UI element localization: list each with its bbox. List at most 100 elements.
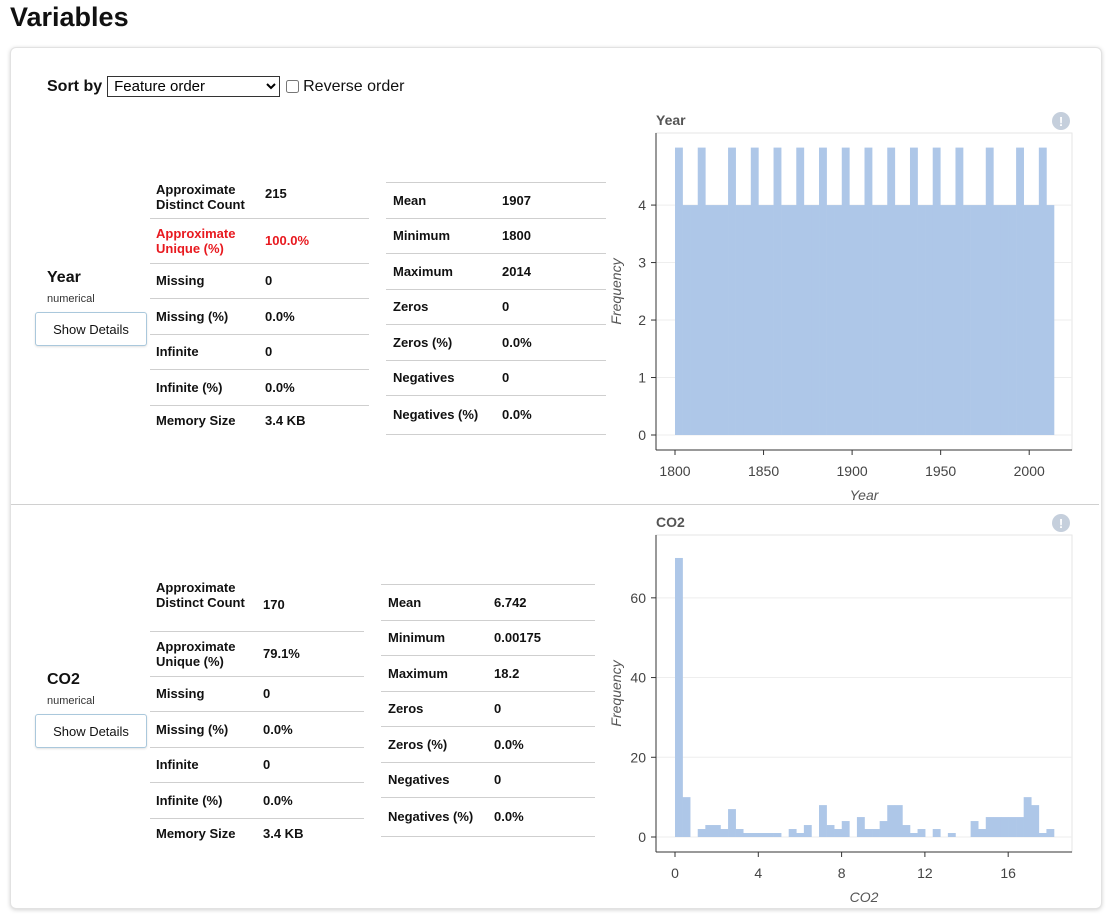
info-icon[interactable]: !: [1052, 514, 1070, 532]
info-icon[interactable]: !: [1052, 112, 1070, 130]
stat-value: 0: [263, 686, 271, 701]
left-stats-table: Approximate Distinct Count 170 Approximate…: [150, 578, 364, 848]
sort-select[interactable]: Feature order: [107, 76, 281, 97]
variable-name: CO2: [47, 671, 80, 688]
histogram-bar: [712, 205, 721, 435]
histogram-bar: [925, 205, 934, 435]
right-stats-table: Mean 6.742 Minimum 0.00175 Maximum 18.2 Zeros 0…: [381, 584, 595, 837]
histogram-bar: [834, 829, 843, 837]
stat-row: Infinite 0: [150, 334, 369, 370]
stat-row: Zeros 0: [386, 289, 606, 325]
x-tick-label: 1950: [925, 463, 956, 479]
histogram-bar: [1038, 833, 1047, 837]
svg-text:!: !: [1059, 114, 1063, 129]
stat-row: Minimum 0.00175: [381, 620, 595, 656]
stat-value: 1907: [502, 192, 531, 208]
stat-key: Zeros (%): [388, 736, 448, 752]
histogram-bar: [758, 833, 767, 837]
stat-value: 0: [502, 370, 510, 385]
stat-key: Maximum: [393, 263, 453, 279]
histogram-bar: [909, 833, 918, 837]
stat-key: Approximate Distinct Count: [156, 182, 245, 212]
histogram-bar: [675, 147, 683, 435]
histogram-bar: [765, 205, 774, 435]
stat-row: Mean 6.742: [381, 584, 595, 621]
histogram-bar: [826, 205, 835, 435]
histogram-bar: [1000, 205, 1009, 435]
histogram-bar: [788, 829, 797, 837]
histogram-bar: [758, 205, 767, 435]
year-histogram: Year ! 0 1 2 3 4 1800 1850 1900 1950 2000 Year Freque…: [608, 112, 1073, 503]
histogram-bar: [682, 797, 691, 837]
histogram-bar: [841, 821, 850, 837]
histogram-bar: [675, 557, 683, 837]
stat-value: 0.0%: [502, 334, 532, 350]
x-tick-label: 12: [917, 865, 933, 881]
stat-value: 2014: [502, 263, 531, 279]
histogram-bar: [1031, 205, 1040, 435]
histogram-bar: [750, 147, 759, 435]
histogram-bar: [735, 205, 744, 435]
x-tick-label: 2000: [1014, 463, 1045, 479]
histogram-bar: [894, 205, 903, 435]
reverse-order-label: Reverse order: [303, 77, 405, 95]
stat-value: 0.0%: [494, 809, 524, 824]
stat-value: 0.0%: [494, 736, 524, 752]
stat-key: Negatives (%): [388, 809, 474, 824]
histogram-bar: [750, 833, 759, 837]
histogram-bar: [887, 147, 896, 435]
histogram-bar: [743, 833, 752, 837]
show-details-button[interactable]: Show Details: [35, 714, 147, 748]
page-title: Variables: [10, 2, 129, 32]
right-stats-table: Mean 1907 Minimum 1800 Maximum 2014 Zeros 0 Zero…: [386, 182, 606, 435]
histogram-bar: [879, 205, 888, 435]
histogram-bar: [773, 833, 782, 837]
histogram-bar: [819, 805, 827, 837]
stat-key: Missing (%): [156, 308, 229, 324]
stat-value: 0: [494, 701, 502, 716]
stat-row: Maximum 18.2: [381, 655, 595, 692]
stat-key: Mean: [388, 594, 422, 610]
histogram-bar: [819, 147, 827, 435]
stat-key: Minimum: [393, 228, 451, 243]
stat-row: Missing 0: [150, 676, 364, 712]
histogram-bar: [1016, 817, 1024, 837]
stat-key: Approximate Unique (%): [156, 225, 236, 256]
histogram-bar: [796, 147, 805, 435]
histogram-bar: [735, 829, 744, 837]
stat-key: Zeros: [388, 701, 424, 716]
stat-key: Infinite (%): [156, 379, 223, 395]
chart-title: CO2: [656, 514, 685, 530]
plot-frame: [655, 534, 1073, 853]
histogram-bar: [879, 821, 888, 837]
stat-key: Zeros (%): [393, 334, 453, 350]
y-tick-label: 2: [638, 312, 646, 328]
y-tick-label: 4: [638, 197, 646, 213]
histogram-bar: [811, 205, 820, 435]
section-divider: [11, 504, 1099, 505]
stat-key: Mean: [393, 192, 427, 208]
histogram-bar: [978, 829, 987, 837]
histogram-bar: [864, 147, 873, 435]
y-tick-label: 0: [638, 427, 646, 443]
stat-key: Infinite: [156, 757, 199, 772]
chart-title: Year: [656, 112, 686, 128]
stat-row: Mean 1907: [386, 182, 606, 219]
stat-key: Zeros: [393, 299, 429, 314]
stat-row: Memory Size 3.4 KB: [150, 818, 364, 848]
histogram-bar: [705, 205, 714, 435]
stat-key: Negatives: [388, 772, 450, 787]
show-details-button[interactable]: Show Details: [35, 312, 147, 346]
variable-name: Year: [47, 269, 81, 286]
stat-row: Approximate Unique (%) 79.1%: [150, 631, 364, 677]
histogram-bar: [909, 147, 918, 435]
histogram-bar: [773, 147, 782, 435]
stat-key: Negatives (%): [393, 407, 479, 422]
stat-row: Missing (%) 0.0%: [150, 298, 369, 335]
histogram-bar: [803, 205, 812, 435]
reverse-order-checkbox[interactable]: [286, 80, 300, 93]
stat-row: Zeros (%) 0.0%: [381, 726, 595, 763]
sort-bar: Sort by Feature order Reverse order: [47, 76, 405, 97]
stat-value: 6.742: [494, 594, 527, 610]
stat-value: 170: [263, 597, 285, 612]
